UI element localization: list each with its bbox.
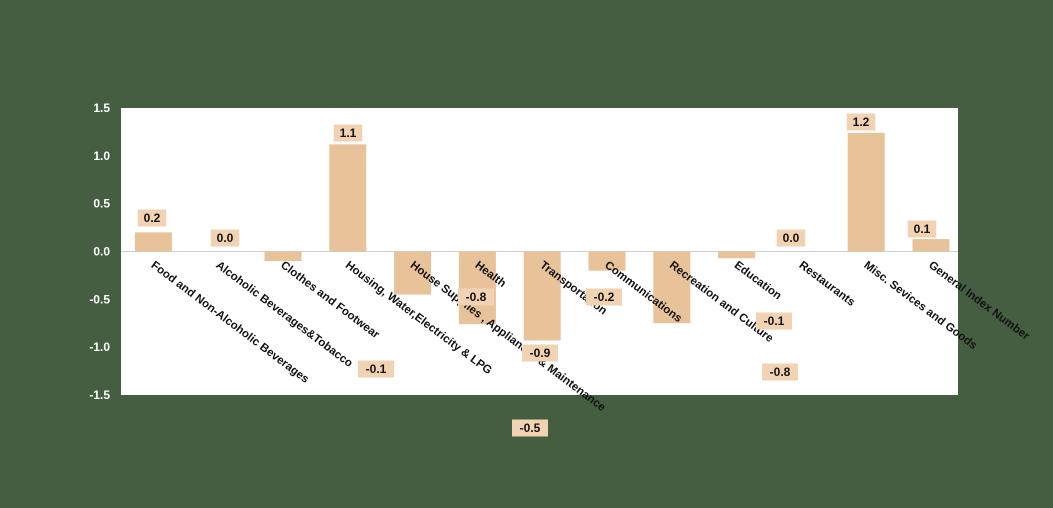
data-label-box: [458, 288, 494, 306]
data-label: -0.1: [756, 312, 792, 330]
data-label-text: -0.2: [594, 290, 615, 304]
data-label: -0.1: [358, 360, 394, 378]
bar-series: [134, 132, 950, 341]
data-label: -0.8: [458, 288, 494, 306]
data-label-text: 0.0: [217, 231, 234, 245]
bar: [329, 144, 367, 252]
data-label: 0.0: [210, 229, 240, 247]
data-label-box: [333, 124, 363, 142]
bar: [718, 251, 756, 259]
data-label-text: -0.9: [530, 346, 551, 360]
data-label-box: [762, 363, 798, 381]
bar: [588, 251, 626, 271]
data-label: -0.9: [522, 344, 558, 362]
y-tick-label: -1.0: [89, 340, 110, 354]
data-label-text: 0.0: [783, 231, 800, 245]
y-axis: 1.5 1.0 0.5 0.0 -0.5 -1.0 -1.5: [89, 101, 110, 402]
data-label-box: [846, 113, 876, 131]
data-label-text: 1.2: [853, 115, 870, 129]
data-labels: 0.2 0.0 -0.1 1.1 -0.5 -0.8 -0.9 -0.2 -0.8 -0.1 0.0…: [137, 113, 937, 437]
y-tick-label: -1.5: [89, 388, 110, 402]
data-label-text: -0.8: [770, 365, 791, 379]
bar: [847, 132, 885, 252]
data-label: 0.2: [137, 209, 167, 227]
data-label-text: -0.8: [466, 290, 487, 304]
bar: [394, 251, 432, 295]
data-label-box: [756, 312, 792, 330]
y-tick-label: 1.0: [93, 149, 110, 163]
data-label: 0.1: [907, 220, 937, 238]
data-label-box: [586, 288, 622, 306]
bar: [912, 239, 950, 252]
data-label-text: -0.1: [764, 314, 785, 328]
data-label-box: [907, 220, 937, 238]
data-label-box: [358, 360, 394, 378]
y-tick-label: 0.5: [93, 197, 110, 211]
data-label: 1.2: [846, 113, 876, 131]
data-label-text: -0.1: [366, 362, 387, 376]
bar: [523, 251, 561, 341]
bar: [458, 251, 496, 325]
data-label-text: 0.2: [144, 211, 161, 225]
data-label: -0.2: [586, 288, 622, 306]
data-label-box: [512, 419, 548, 437]
y-tick-label: -0.5: [89, 292, 110, 306]
data-label-box: [522, 344, 558, 362]
data-label-text: 1.1: [340, 126, 357, 140]
bar: [264, 251, 302, 262]
data-label-text: -0.5: [520, 421, 541, 435]
bar: [134, 232, 172, 252]
y-tick-label: 0.0: [93, 245, 110, 259]
data-label: 1.1: [333, 124, 363, 142]
data-label: 0.0: [776, 229, 806, 247]
data-label: -0.8: [762, 363, 798, 381]
data-label-text: 0.1: [914, 222, 931, 236]
bar: [653, 251, 691, 324]
data-label-box: [210, 229, 240, 247]
data-label-box: [137, 209, 167, 227]
y-tick-label: 1.5: [93, 101, 110, 115]
data-label: -0.5: [512, 419, 548, 437]
data-label-box: [776, 229, 806, 247]
